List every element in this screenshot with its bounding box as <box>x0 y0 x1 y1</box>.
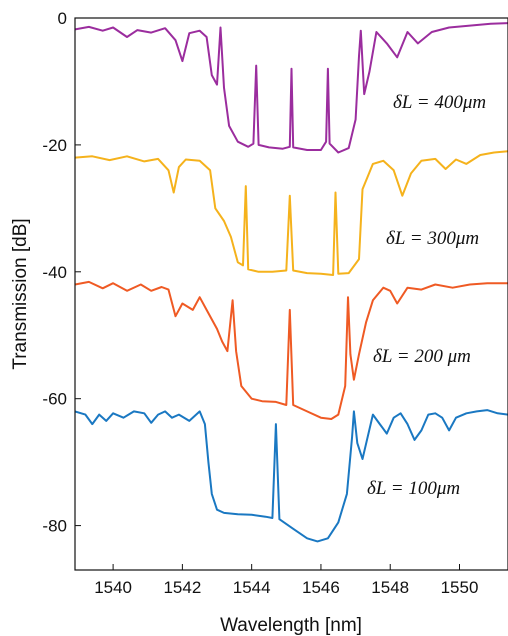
series-line-4 <box>75 409 508 543</box>
series-annotation-4: δL = 100μm <box>367 478 460 499</box>
x-tick-label: 1540 <box>94 578 132 597</box>
series-layer <box>75 22 508 543</box>
series-line-2 <box>75 150 508 276</box>
series-annotation-3: δL = 200 μm <box>373 346 471 367</box>
x-tick-label: 1550 <box>441 578 479 597</box>
y-ticks: 0 -20 -40 -60 -80 <box>42 9 81 536</box>
x-tick-label: 1544 <box>233 578 271 597</box>
y-tick-label: -40 <box>42 263 67 282</box>
series-line-1 <box>75 22 508 154</box>
y-tick-label: -20 <box>42 136 67 155</box>
x-tick-label: 1548 <box>371 578 409 597</box>
series-annotation-1: δL = 400μm <box>393 92 486 113</box>
x-tick-label: 1546 <box>302 578 340 597</box>
axes-frame <box>74 17 508 571</box>
x-ticks: 1540 1542 1544 1546 1548 1550 <box>94 564 478 597</box>
y-tick-label: 0 <box>58 9 67 28</box>
y-tick-label: -80 <box>42 517 67 536</box>
series-line-3 <box>75 280 508 420</box>
x-tick-label: 1542 <box>163 578 201 597</box>
annotations: δL = 400μm δL = 300μm δL = 200 μm δL = 100μ… <box>367 92 486 499</box>
y-tick-label: -60 <box>42 390 67 409</box>
y-axis-label: Transmission [dB] <box>10 218 31 369</box>
x-axis-label: Wavelength [nm] <box>220 615 362 636</box>
series-annotation-2: δL = 300μm <box>386 228 479 249</box>
